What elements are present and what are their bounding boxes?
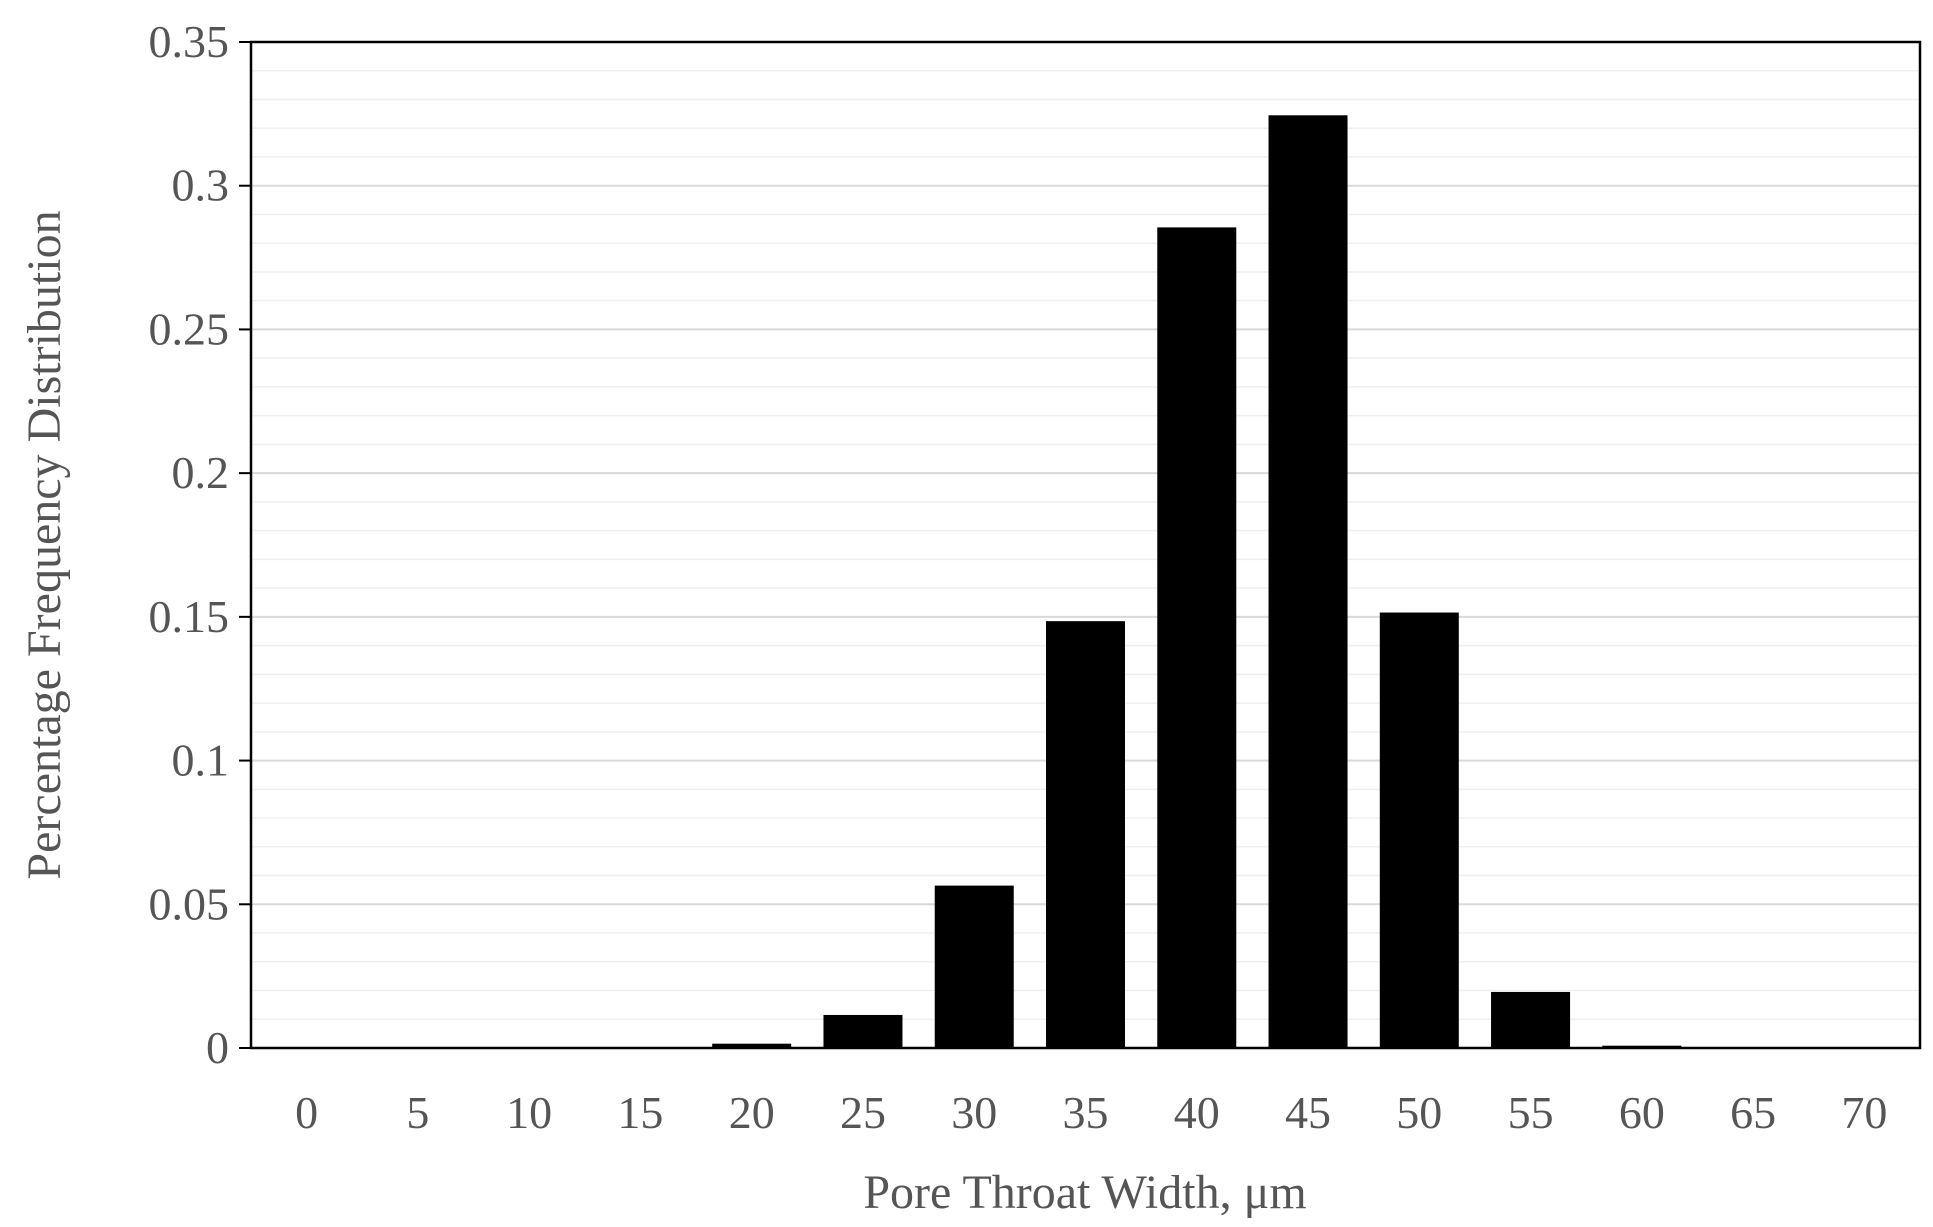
grid-lines: [239, 41, 1920, 1049]
x-tick-label: 0: [295, 1087, 318, 1138]
x-axis-title: Pore Throat Width, μm: [863, 1166, 1306, 1219]
y-tick-label: 0.35: [149, 16, 230, 67]
y-tick-label: 0.3: [172, 160, 230, 211]
bar-35: [1046, 621, 1125, 1048]
x-tick-label: 25: [840, 1087, 886, 1138]
x-tick-label: 70: [1841, 1087, 1887, 1138]
plot-area-frame: [249, 40, 1922, 1050]
x-axis-tick-labels: 0 5 10 15 20 25 30 35 40 45 50 55 60 65 70: [295, 1087, 1887, 1138]
x-tick-label: 50: [1396, 1087, 1442, 1138]
y-axis-title: Percentage Frequency Distribution: [18, 210, 71, 879]
bar-50: [1379, 612, 1459, 1048]
bars: [712, 115, 1682, 1049]
y-tick-label: 0.1: [172, 735, 230, 786]
bar-55: [1491, 991, 1571, 1048]
x-tick-label: 40: [1174, 1087, 1220, 1138]
y-tick-label: 0.15: [149, 591, 230, 642]
bar-45: [1268, 115, 1348, 1048]
bar-20: [712, 1043, 792, 1048]
y-tick-label: 0.05: [149, 878, 230, 929]
x-tick-label: 35: [1063, 1087, 1109, 1138]
x-tick-label: 45: [1285, 1087, 1331, 1138]
y-tick-label: 0.2: [172, 447, 230, 498]
x-tick-label: 10: [506, 1087, 552, 1138]
x-tick-label: 60: [1619, 1087, 1665, 1138]
x-tick-label: 20: [729, 1087, 775, 1138]
y-axis-tick-labels: 0 0.05 0.1 0.15 0.2 0.25 0.3 0.35: [149, 16, 230, 1073]
y-tick-label: 0.25: [149, 303, 230, 354]
x-tick-label: 55: [1508, 1087, 1554, 1138]
x-tick-label: 30: [951, 1087, 997, 1138]
x-tick-label: 5: [406, 1087, 429, 1138]
x-tick-label: 15: [617, 1087, 663, 1138]
x-tick-label: 65: [1730, 1087, 1776, 1138]
bar-25: [823, 1014, 903, 1048]
bar-30: [934, 885, 1014, 1048]
bar-40: [1157, 227, 1237, 1049]
y-tick-label: 0: [206, 1022, 229, 1073]
